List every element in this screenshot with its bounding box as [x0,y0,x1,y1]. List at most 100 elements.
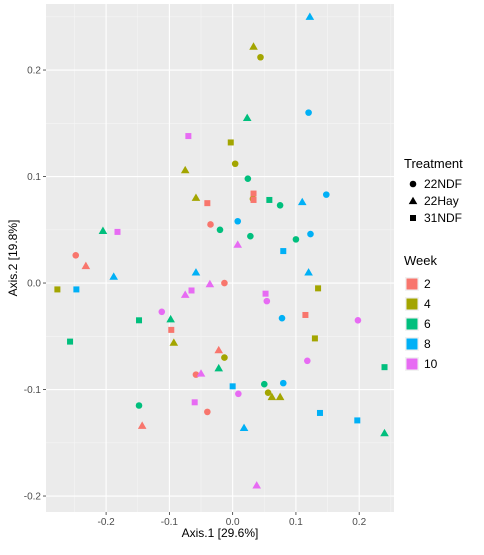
point-22ndf-week-6 [244,175,252,182]
y-tick-label: -0.1 [24,385,42,396]
legend-key-week-8 [406,338,418,350]
point-22ndf-week-2 [221,279,228,287]
legend-key-week-4 [406,298,418,310]
legend-key-week-2 [406,278,418,290]
legend-label-week-10: 10 [424,357,438,371]
point-31ndf-week-8 [229,383,236,390]
point-31ndf-week-10 [191,399,198,406]
point-22ndf-week-8 [279,379,287,387]
point-31ndf-week-8 [280,248,287,255]
y-tick-label: 0.0 [27,279,41,290]
point-22ndf-week-4 [231,160,239,168]
point-22ndf-week-10 [158,308,166,316]
point-22hay-week-6 [166,314,175,323]
point-22hay-week-10 [205,279,215,288]
point-22ndf-week-8 [305,109,312,116]
point-22hay-week-4 [275,392,285,401]
point-31ndf-week-6 [67,338,74,345]
point-31ndf-week-8 [316,409,323,416]
point-31ndf-week-4 [315,285,322,292]
axis-ticks [43,69,360,515]
legend-label-week-8: 8 [424,337,431,351]
legend-label-week-4: 4 [424,297,431,311]
point-22hay-week-2 [137,421,147,429]
point-22ndf-week-6 [292,236,300,243]
point-31ndf-week-10 [188,287,195,294]
legend-key-22ndf [409,180,417,188]
point-31ndf-week-8 [73,286,80,293]
point-22ndf-week-6 [216,226,224,234]
legend-label-22ndf: 22NDF [424,177,462,191]
legend-week: Week 2 4 6 8 10 [404,253,438,371]
y-tick-label: 0.1 [27,172,41,183]
x-tick-label: 0.0 [226,517,240,528]
point-22ndf-week-10 [235,390,242,398]
point-22hay-week-6 [214,363,224,372]
x-tick-label: 0.1 [289,517,303,528]
point-22ndf-week-6 [247,232,254,240]
point-22ndf-week-8 [307,230,314,238]
point-22ndf-week-10 [304,357,311,365]
point-22hay-week-4 [267,392,277,401]
data-points [54,12,389,489]
x-axis-tick-labels: -0.2 -0.1 0.0 0.1 0.2 [97,517,366,528]
point-22ndf-week-4 [257,53,264,61]
point-22hay-week-8 [191,268,201,276]
point-22ndf-week-6 [260,380,268,388]
point-22ndf-week-2 [72,252,80,259]
point-22hay-week-10 [233,240,243,248]
point-22ndf-week-8 [278,314,286,322]
point-31ndf-week-10 [185,133,192,140]
point-31ndf-week-8 [354,417,361,424]
plot-panel [46,4,394,512]
legend-treatment-title: Treatment [404,156,463,171]
point-22hay-week-6 [380,428,389,437]
point-22hay-week-8 [304,268,313,276]
y-axis-tick-labels: -0.2 -0.1 0.0 0.1 0.2 [24,66,42,503]
point-22ndf-week-6 [276,201,284,209]
point-22hay-week-10 [252,481,261,489]
point-22ndf-week-10 [263,297,271,305]
point-22hay-week-8 [109,272,119,280]
legend-label-week-6: 6 [424,317,431,331]
point-31ndf-week-4 [54,286,61,293]
point-22hay-week-8 [239,423,249,431]
point-22hay-week-2 [214,345,224,354]
point-22hay-week-8 [305,12,315,20]
point-31ndf-week-6 [136,317,143,324]
point-31ndf-week-10 [262,290,269,297]
x-tick-label: -0.2 [97,517,115,528]
point-31ndf-week-2 [250,190,257,197]
point-31ndf-week-4 [227,139,234,146]
x-tick-label: -0.1 [161,517,179,528]
point-31ndf-week-2 [250,196,257,203]
point-31ndf-week-2 [302,311,309,318]
legend-week-title: Week [404,253,437,268]
point-22ndf-week-6 [135,402,143,409]
legend-key-31ndf [410,215,416,221]
point-22hay-week-2 [81,261,91,270]
point-22ndf-week-8 [322,191,330,198]
x-tick-label: 0.2 [352,517,366,528]
point-22hay-week-4 [191,193,201,201]
point-31ndf-week-2 [168,326,175,333]
point-22hay-week-8 [297,197,307,206]
point-31ndf-week-6 [381,364,388,371]
point-31ndf-week-6 [266,196,273,203]
point-22hay-week-4 [169,338,179,346]
point-22hay-week-10 [180,290,190,298]
legend-label-31ndf: 31NDF [424,211,462,225]
point-22ndf-week-4 [221,354,228,361]
legend-key-22hay [408,196,418,205]
legend-label-week-2: 2 [424,277,431,291]
point-22ndf-week-2 [207,221,214,228]
y-axis-title: Axis.2 [19.8%] [6,220,20,297]
point-31ndf-week-10 [114,228,121,235]
legend-label-22hay: 22Hay [424,194,459,208]
point-22ndf-week-8 [234,217,242,225]
point-22hay-week-4 [180,165,190,174]
y-tick-label: -0.2 [24,492,42,503]
point-22hay-week-4 [249,42,258,50]
legend-treatment: Treatment 22NDF 22Hay 31NDF [404,156,463,225]
major-gridlines [46,4,394,512]
